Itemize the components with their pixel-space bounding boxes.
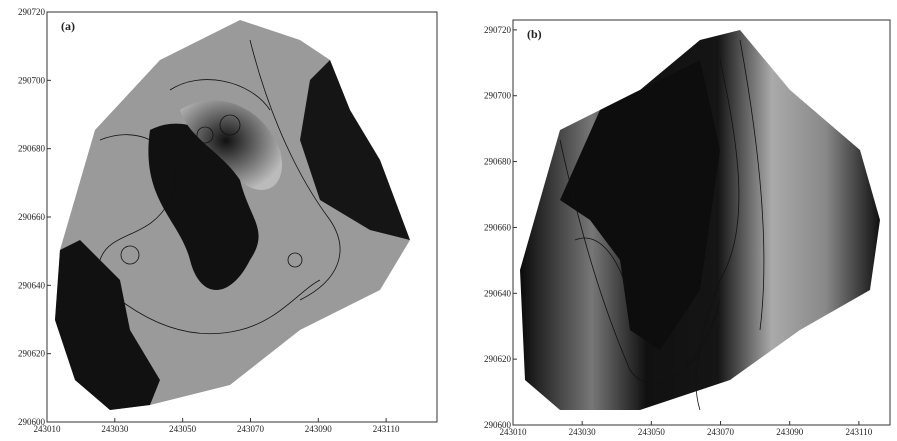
y-tick-label: 290680 (484, 157, 512, 167)
x-tick-label: 243050 (169, 424, 197, 434)
field-a (55, 20, 410, 410)
y-tick-label: 290600 (18, 417, 46, 427)
y-tick-label: 290720 (18, 7, 46, 17)
field-b (520, 30, 880, 410)
y-tick-label: 290700 (18, 75, 46, 85)
y-tick-label: 290620 (18, 349, 46, 359)
panel-label: (b) (527, 27, 542, 41)
y-tick-label: 290640 (18, 280, 46, 290)
y-tick-label: 290620 (484, 354, 512, 364)
x-tick-label: 243070 (237, 424, 265, 434)
x-tick-label: 243110 (373, 424, 400, 434)
y-tick-label: 290680 (18, 144, 46, 154)
figure: (a)2430102430302430502430702430902431102… (0, 0, 897, 436)
y-tick-label: 290660 (18, 212, 46, 222)
x-tick-label: 243090 (305, 424, 333, 434)
panel-label: (a) (61, 19, 75, 33)
y-tick-label: 290720 (484, 25, 512, 35)
y-tick-label: 290640 (484, 288, 512, 298)
y-tick-label: 290660 (484, 222, 512, 232)
x-tick-label: 243070 (707, 427, 735, 436)
y-tick-label: 290600 (484, 420, 512, 430)
x-tick-label: 243110 (846, 427, 873, 436)
x-tick-label: 243030 (101, 424, 129, 434)
x-tick-label: 243030 (569, 427, 597, 436)
x-tick-label: 243090 (776, 427, 804, 436)
y-tick-label: 290700 (484, 91, 512, 101)
x-tick-label: 243050 (638, 427, 666, 436)
